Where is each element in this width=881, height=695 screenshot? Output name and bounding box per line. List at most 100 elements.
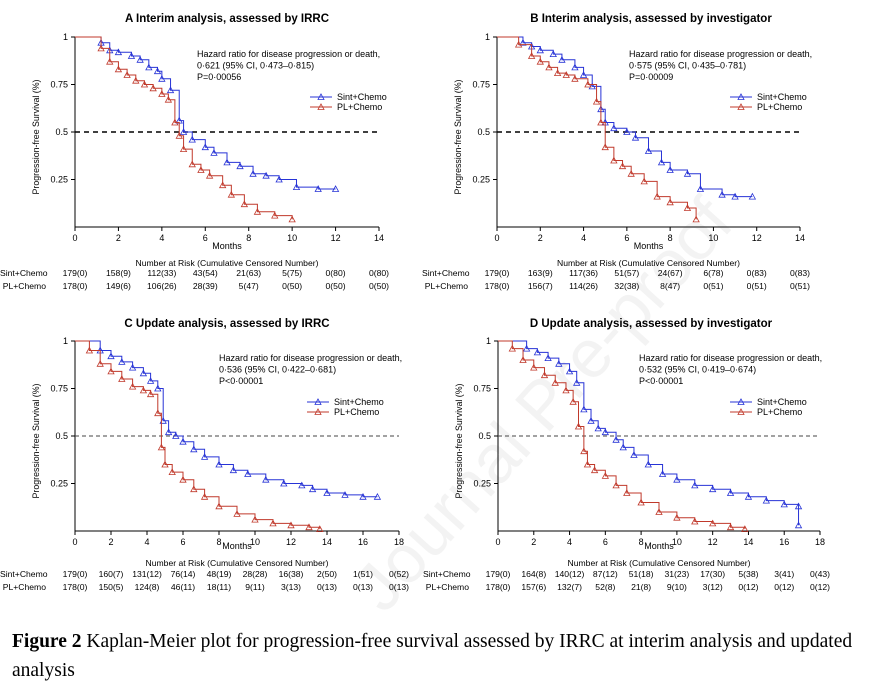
x-tick-label: 4 [144,537,149,547]
censor-mark [623,128,631,135]
risk-cell: 3(13) [280,582,302,592]
risk-cell: 0(83) [746,268,767,278]
censor-mark [579,71,588,78]
risk-cell: 0(12) [809,582,831,592]
censor-mark [653,192,661,200]
risk-cell: 0(13) [352,582,374,592]
censor-mark [569,397,577,405]
survival-curve-pl [75,36,293,220]
risk-cell: 18(11) [206,582,232,592]
censor-mark [590,466,599,474]
x-tick-label: 0 [495,537,500,547]
censor-mark [188,135,196,143]
censor-mark [780,500,788,508]
risk-table-caption: Number at Risk (Cumulative Censored Numb… [567,558,751,568]
censor-mark [612,435,620,443]
censor-mark [200,453,209,460]
risk-cell: 5(75) [282,268,303,278]
censor-mark [533,348,542,356]
risk-cell: 2(50) [316,569,338,579]
risk-cell: 3(12) [702,582,723,592]
censor-mark [172,432,180,439]
y-tick-label: 0.75 [472,80,490,90]
censor-mark [244,470,252,477]
risk-table-caption: Number at Risk (Cumulative Censored Numb… [145,558,329,568]
censor-mark [308,485,317,493]
censor-mark [657,158,666,166]
x-tick-label: 10 [250,537,260,547]
hazard-ratio-text: Hazard ratio for disease progression or … [197,49,380,59]
risk-cell: 32(38) [614,281,640,291]
legend-marker [314,398,322,405]
risk-cell: 157(6) [521,582,547,592]
x-tick-label: 2 [531,537,536,547]
legend-label: PL+Chemo [337,102,382,112]
censor-mark [179,128,188,135]
risk-row-label: PL+Chemo [2,281,46,291]
risk-row-label: Sint+Chemo [423,569,471,579]
censor-mark [514,40,523,48]
censor-mark [530,363,538,371]
censor-mark [331,185,340,192]
censor-mark [158,74,166,82]
figure-label: Figure 2 [12,631,82,652]
censor-mark [555,359,563,367]
x-tick-label: 12 [708,537,718,547]
y-tick-label: 0.25 [50,479,68,489]
risk-cell: 0(80) [368,268,390,278]
censor-mark [519,38,527,46]
x-axis-label: Months [212,241,242,251]
censor-mark [223,158,231,166]
risk-cell: 0(51) [746,281,767,291]
legend-marker [737,408,745,415]
censor-mark [658,470,667,477]
risk-cell: 163(9) [527,268,553,278]
censor-mark [618,162,627,170]
censor-mark [341,491,349,498]
censor-mark [280,479,288,487]
censor-mark [288,215,296,223]
legend-label: Sint+Chemo [757,92,807,102]
y-axis-label: Progression-free Survival (%) [31,383,41,498]
x-axis-label: Months [634,241,664,251]
risk-cell: 0(50) [282,281,303,291]
censor-mark [96,359,104,367]
censor-mark [536,46,544,54]
risk-cell: 51(18) [628,569,654,579]
legend-label: PL+Chemo [757,407,802,417]
x-tick-label: 0 [72,233,77,243]
risk-cell: 179(0) [485,569,511,579]
hazard-ratio-text: P=0·00056 [197,72,241,82]
censor-mark [287,521,295,529]
chart-title: C Update analysis, assessed by IRRC [124,318,329,330]
censor-mark [236,162,244,170]
chart-panel-b: B Interim analysis, assessed by investig… [422,0,881,310]
risk-cell: 0(50) [368,281,390,291]
x-tick-label: 10 [708,233,718,243]
y-tick-label: 0.5 [55,127,68,137]
chart-panel-a: A Interim analysis, assessed by IRRC 0 2 4 6… [0,0,440,310]
censor-mark [262,171,270,179]
censor-mark [215,502,223,510]
x-tick-label: 18 [815,537,825,547]
risk-cell: 6(78) [703,268,724,278]
censor-mark [179,145,188,152]
risk-cell: 178(0) [62,281,88,291]
censor-mark [666,198,674,206]
censor-mark [522,344,531,352]
risk-cell: 131(12) [132,569,162,579]
censor-mark [359,492,367,500]
censor-mark [536,57,544,65]
y-tick-label: 1 [63,32,68,42]
censor-mark [644,147,653,154]
censor-mark [269,519,277,527]
risk-cell: 150(5) [98,582,124,592]
censor-mark [145,63,153,71]
censor-mark [601,472,610,479]
risk-row-label: PL+Chemo [425,582,469,592]
censor-mark [166,86,175,94]
censor-mark [794,502,803,510]
risk-cell: 0(52) [388,569,410,579]
y-tick-label: 1 [485,32,490,42]
